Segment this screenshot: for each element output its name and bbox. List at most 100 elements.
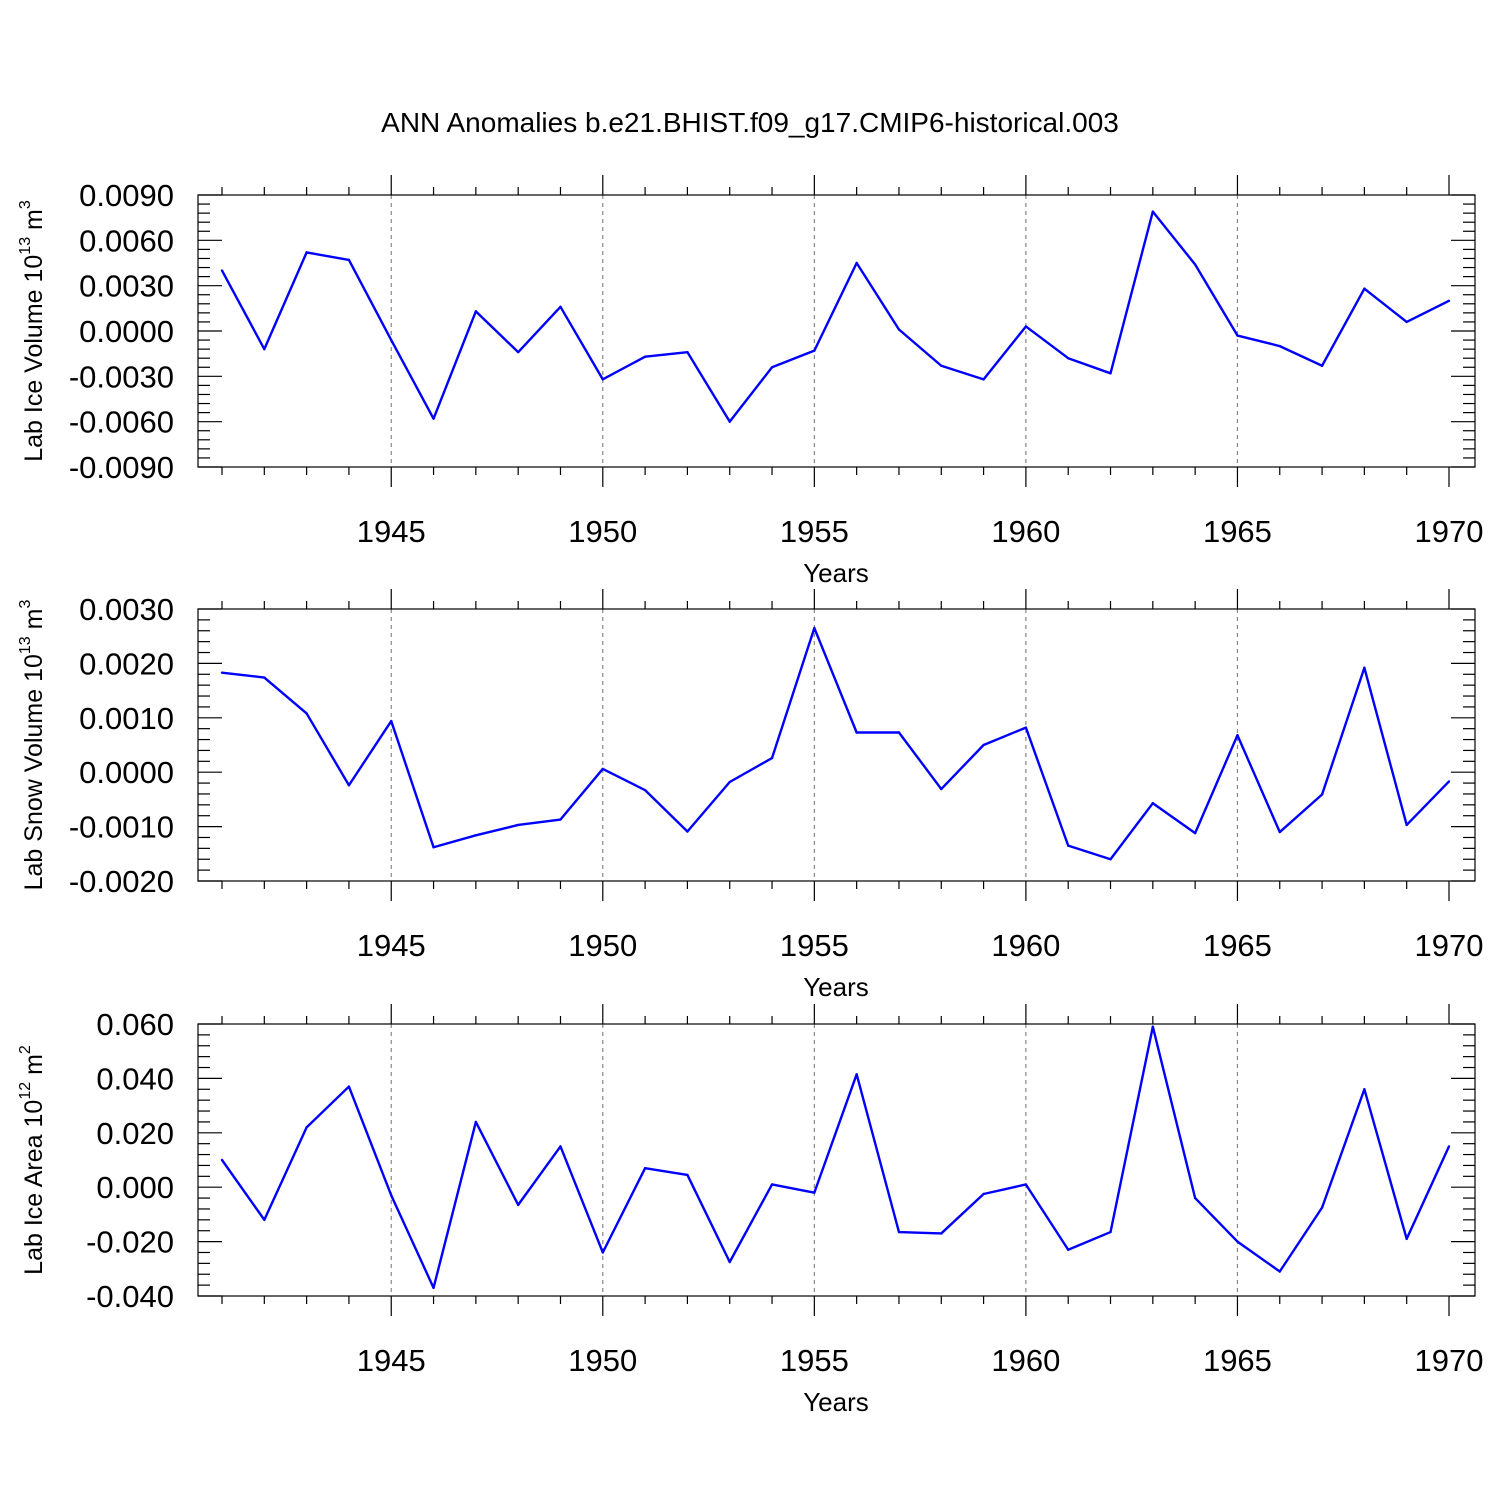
data-point [1405, 823, 1408, 827]
data-point [982, 743, 985, 747]
y-axis-label-part: m [20, 609, 48, 637]
data-point [1405, 1237, 1408, 1241]
series-line [220, 210, 1450, 423]
y-tick-label: 0.040 [96, 1061, 174, 1096]
data-point [686, 1173, 689, 1177]
x-tick-label: 1955 [780, 514, 849, 549]
panel-3: 1945 1950 1955 1960 1965 1970 Years -0.040 -0.02… [17, 1004, 1483, 1417]
x-tick-label: 1970 [1415, 1343, 1484, 1378]
y-tick-label: 0.060 [96, 1007, 174, 1042]
data-point [1024, 325, 1028, 328]
panels: 1945 1950 1955 1960 1965 1970 Years -0.0090 -0.0… [17, 175, 1483, 1417]
y-tick-label: 0.0060 [79, 223, 174, 258]
y-axis-label-part: m [20, 209, 48, 237]
y-tick-label: 0.000 [96, 1170, 174, 1205]
data-point [474, 310, 478, 313]
y-axis-label-superscript: 3 [17, 600, 34, 609]
x-tick-label: 1960 [991, 928, 1060, 963]
y-tick-label: -0.020 [86, 1225, 174, 1260]
data-point [1405, 320, 1408, 324]
x-tick-label: 1945 [357, 928, 426, 963]
series-line [221, 1025, 1451, 1290]
x-tick-label: 1950 [568, 928, 637, 963]
data-point [1067, 357, 1070, 360]
data-point [686, 350, 689, 354]
data-point [390, 338, 393, 342]
data-point [305, 1126, 308, 1129]
y-tick-label: 0.0030 [79, 269, 174, 304]
data-point [897, 328, 901, 331]
y-axis-label-part: Lab Ice Volume 10 [20, 255, 48, 462]
data-point [1024, 726, 1028, 729]
data-point [1320, 364, 1324, 367]
data-point [601, 767, 604, 771]
data-point [813, 349, 816, 352]
x-tick-label: 1955 [780, 928, 849, 963]
data-point [982, 378, 985, 381]
data-point [897, 1230, 901, 1234]
data-point [940, 364, 943, 367]
data-point [1236, 734, 1239, 737]
axis-frame [197, 1023, 1476, 1297]
data-point [601, 1251, 604, 1254]
data-point [1278, 344, 1281, 348]
data-point [1024, 1183, 1028, 1186]
y-tick-label: 0.020 [96, 1116, 174, 1151]
x-tick-label: 1955 [780, 1343, 849, 1378]
data-point [516, 1203, 520, 1207]
data-point [347, 258, 351, 262]
y-tick-label: 0.0020 [79, 646, 174, 681]
data-point [263, 1218, 266, 1222]
data-point [728, 1260, 731, 1264]
data-point [432, 1286, 435, 1290]
data-point [347, 1085, 351, 1088]
data-point [1363, 666, 1366, 669]
data-point [897, 731, 901, 734]
data-point [1320, 1206, 1324, 1209]
y-axis-label-part: m [20, 1054, 48, 1082]
data-point [855, 731, 858, 734]
y-axis-label-superscript: 3 [17, 200, 34, 209]
y-axis-label-superscript: 12 [17, 1082, 34, 1100]
data-point [559, 305, 562, 309]
data-point [1447, 780, 1451, 783]
data-point [1236, 1240, 1239, 1243]
data-point [601, 378, 604, 381]
y-tick-label: 0.0000 [79, 755, 174, 790]
data-point [474, 1120, 478, 1124]
data-point [813, 626, 816, 630]
data-point [643, 1166, 647, 1170]
y-axis-label-superscript: 2 [17, 1045, 34, 1054]
data-point [263, 676, 266, 679]
x-tick-label: 1970 [1415, 514, 1484, 549]
data-point [220, 269, 224, 272]
data-point [940, 1232, 943, 1235]
data-point [1109, 1230, 1112, 1234]
x-axis-label: Years [803, 972, 869, 1002]
y-tick-label: -0.0020 [69, 864, 174, 899]
data-point [770, 366, 774, 369]
x-tick-label: 1960 [991, 1343, 1060, 1378]
data-point [770, 756, 774, 760]
y-tick-label: -0.0010 [69, 810, 174, 845]
panel-1: 1945 1950 1955 1960 1965 1970 Years -0.0090 -0.0… [17, 175, 1483, 588]
y-axis-label-superscript: 13 [17, 636, 34, 654]
data-point [263, 347, 266, 351]
series-line [221, 626, 1450, 861]
axis-frame [197, 608, 1476, 882]
y-axis-label: Lab Ice Volume 1013 m3 [17, 200, 48, 462]
x-tick-label: 1950 [568, 1343, 637, 1378]
panel-2: 1945 1950 1955 1960 1965 1970 Years -0.0020 -0.0… [17, 589, 1483, 1002]
data-point [686, 830, 689, 833]
data-point [516, 823, 520, 827]
data-point [1151, 1025, 1155, 1028]
x-tick-label: 1945 [357, 1343, 426, 1378]
y-axis-label-part: Lab Snow Volume 10 [20, 654, 48, 890]
data-point [1109, 858, 1112, 861]
data-point [1363, 287, 1366, 290]
y-tick-label: -0.040 [86, 1279, 174, 1314]
data-point [347, 784, 351, 787]
data-point [1236, 334, 1239, 337]
data-point [1151, 210, 1155, 213]
